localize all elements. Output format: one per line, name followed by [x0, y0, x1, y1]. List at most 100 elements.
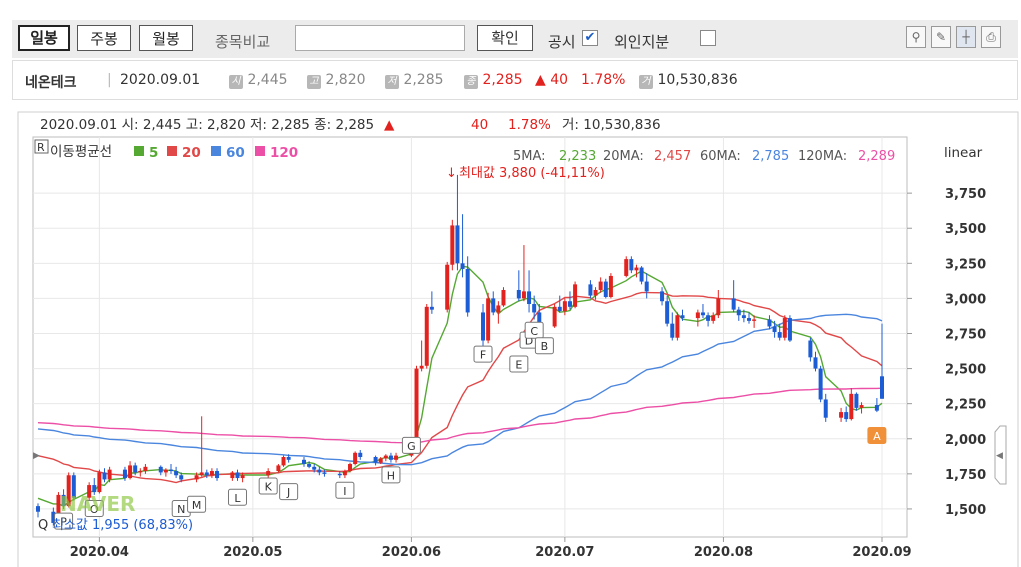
x-tick-label: 2020.09 — [852, 545, 911, 560]
candle-body — [716, 298, 721, 316]
candle-body — [281, 457, 286, 466]
candle — [491, 291, 496, 316]
min-note: 최소값 1,955 (68,83%) — [52, 518, 193, 533]
x-tick-label: 2020.05 — [223, 545, 282, 560]
event-label: P — [60, 516, 67, 529]
candle — [424, 304, 429, 369]
y-axis: 1,500 1,750 2,000 2,250 2,500 2,750 3,000 3,250… — [907, 187, 986, 518]
candle — [496, 301, 501, 324]
ma20-swatch — [167, 146, 177, 156]
ma5-swatch — [134, 146, 144, 156]
candle-body — [122, 469, 127, 479]
scroll-arrow-icon: ◀ — [996, 451, 1003, 461]
candle — [373, 455, 378, 466]
disclosure-checkbox[interactable]: ✔ — [582, 30, 598, 46]
candle — [787, 315, 792, 342]
tab-monthly[interactable]: 월봉 — [139, 25, 193, 51]
y-tick-label: 3,250 — [945, 257, 986, 272]
candle — [874, 398, 879, 413]
candle-body — [317, 469, 322, 473]
stock-name: 네온테크 — [25, 75, 77, 91]
print-icon[interactable]: ⎙ — [981, 26, 1001, 48]
disclosure-label: 공시 — [548, 33, 576, 51]
candle — [235, 469, 240, 481]
candle — [465, 256, 470, 317]
candle — [378, 457, 383, 465]
confirm-button[interactable]: 확인 — [477, 25, 533, 51]
y-tick-label: 3,000 — [945, 292, 986, 307]
compare-input[interactable] — [295, 25, 465, 51]
candle-body — [700, 312, 705, 316]
header-arrow: ▲ — [384, 117, 395, 133]
candle-body — [133, 465, 138, 473]
event-marker: B — [534, 337, 554, 355]
svg-text:120MA:: 120MA: — [798, 149, 847, 164]
event-label: K — [265, 481, 273, 494]
candle-body — [174, 471, 179, 476]
event-label: L — [234, 492, 241, 505]
candle-body — [608, 275, 613, 297]
candle-body — [455, 225, 460, 264]
candle-body — [102, 472, 107, 480]
svg-text:60MA:: 60MA: — [700, 149, 741, 164]
event-marker: C — [524, 321, 544, 339]
candle — [854, 392, 859, 411]
chart-header: 2020.09.01 시: 2,445 고: 2,820 저: 2,285 종:… — [40, 117, 661, 133]
candle-body — [624, 259, 629, 276]
candle — [532, 295, 537, 320]
info-date: 2020.09.01 — [120, 72, 201, 88]
candle — [450, 219, 455, 271]
candle-body — [527, 291, 532, 305]
candle — [102, 468, 107, 483]
tab-daily[interactable]: 일봉 — [18, 25, 70, 51]
crosshair-icon[interactable]: ┼ — [956, 26, 976, 48]
event-label: A — [873, 430, 881, 443]
draw-icon[interactable]: ✎ — [931, 26, 951, 48]
candle-body — [209, 471, 214, 476]
candle — [388, 452, 393, 463]
candle-body — [424, 306, 429, 366]
candle-body — [823, 399, 828, 418]
ma-reset-button[interactable] — [34, 139, 49, 154]
candle-body — [777, 332, 782, 338]
candle — [138, 468, 143, 477]
y-tick-label: 3,500 — [945, 222, 986, 237]
volume-badge: 거 — [639, 75, 653, 89]
candle — [163, 468, 168, 477]
candle — [66, 472, 71, 508]
y-tick-label: 1,750 — [945, 468, 986, 483]
candle — [639, 266, 644, 285]
event-box — [867, 427, 887, 445]
ma120-value: 2,289 — [858, 149, 895, 164]
candle-body — [767, 319, 772, 327]
scale-label[interactable]: linear — [944, 145, 983, 161]
candle — [521, 245, 526, 302]
candle — [209, 468, 214, 479]
candle — [527, 270, 532, 313]
left-scroll-arrow-icon[interactable]: ▶ — [33, 451, 40, 461]
settings-icon[interactable]: ⚲ — [906, 26, 926, 48]
candle-body — [71, 475, 76, 498]
event-box — [227, 488, 247, 506]
candle-body — [138, 471, 143, 473]
candle-body — [491, 298, 496, 313]
candle — [107, 466, 112, 483]
candle-body — [460, 263, 465, 269]
candle-body — [307, 464, 312, 467]
event-label: D — [525, 335, 533, 348]
event-marker: L — [227, 488, 247, 506]
candle-body — [557, 306, 562, 312]
header-change: 40 — [471, 117, 488, 133]
candle-body — [419, 365, 424, 369]
ma120-swatch — [255, 146, 265, 156]
candle-body — [204, 472, 209, 476]
plot-area[interactable] — [32, 136, 908, 538]
x-tick-label: 2020.06 — [382, 545, 441, 560]
foreign-checkbox[interactable] — [700, 30, 716, 46]
candle-body — [660, 291, 665, 302]
y-scroll-handle[interactable] — [994, 425, 1007, 485]
candle-body — [874, 405, 879, 411]
high-badge: 고 — [307, 75, 321, 89]
tab-weekly[interactable]: 주봉 — [77, 25, 131, 51]
